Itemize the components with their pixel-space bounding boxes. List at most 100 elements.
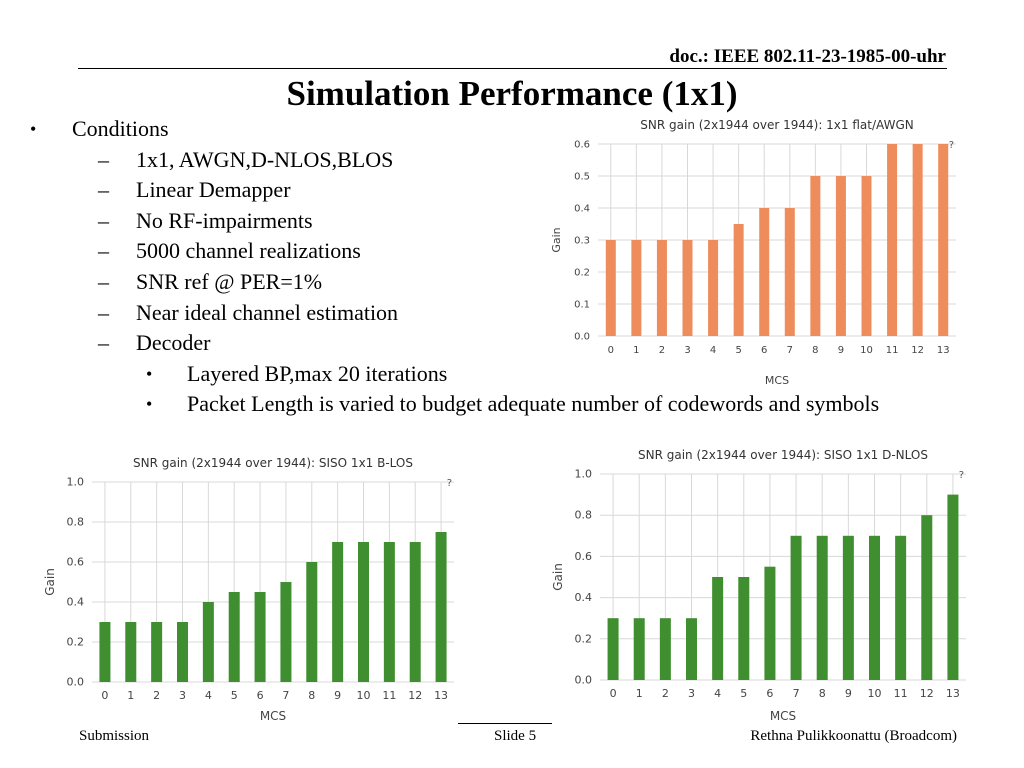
x-tick-label: 8 [812, 345, 818, 356]
list-item: – Decoder [30, 328, 960, 359]
bullet-marker: • [30, 119, 37, 139]
bullet-conditions: • Conditions [30, 114, 960, 145]
bar [177, 622, 188, 682]
x-tick-label: 1 [127, 689, 134, 702]
dash-marker: – [98, 330, 109, 356]
bar [605, 240, 616, 336]
chart-awgn: 0.0 0.1 0.2 0.3 0.4 0.5 0.6 0 1 2 3 4 5 6 7 8 9 10 11 12 13 S… [546, 112, 976, 392]
x-tick-label: 7 [282, 689, 289, 702]
x-axis-label: MCS [260, 709, 286, 723]
sub-list-item-text: Packet Length is varied to budget adequa… [187, 391, 880, 417]
x-tick-label: 3 [688, 687, 695, 700]
x-tick-label: 13 [434, 689, 448, 702]
bar [332, 542, 344, 682]
bullet-marker: • [146, 394, 153, 415]
bar [306, 562, 318, 682]
bar [656, 240, 667, 336]
sub-list-item: • Packet Length is varied to budget adequ… [30, 389, 960, 420]
bar [810, 176, 821, 336]
x-tick-label: 10 [868, 687, 882, 700]
bar [682, 240, 693, 336]
x-tick-label: 11 [382, 689, 396, 702]
x-tick-label: 13 [946, 687, 960, 700]
y-tick-label: 0.4 [575, 591, 593, 604]
chart-title: SNR gain (2x1944 over 1944): 1x1 flat/AW… [640, 118, 913, 132]
x-tick-label: 0 [608, 345, 614, 356]
bar [733, 224, 744, 336]
bullet-text: Conditions [72, 116, 169, 141]
header-rule [78, 68, 947, 69]
y-tick-label: 0.0 [67, 676, 85, 689]
dash-marker: – [98, 299, 109, 325]
x-tick-label: 9 [845, 687, 852, 700]
x-tick-label: 5 [231, 689, 238, 702]
list-item-text: Near ideal channel estimation [136, 299, 399, 325]
y-tick-label: 1.0 [575, 468, 593, 481]
dash-marker: – [98, 238, 109, 264]
bar [99, 622, 111, 682]
help-icon[interactable]: ? [949, 140, 954, 151]
y-tick-label: 0.2 [574, 268, 590, 279]
bar [784, 208, 795, 336]
chart-dnlos: 0.0 0.2 0.4 0.6 0.8 1.0 0 1 2 3 4 5 6 7 8 9 10 11 12 13 SNR … [548, 442, 972, 728]
list-item-text: Decoder [136, 330, 211, 356]
x-tick-label: 13 [937, 345, 950, 356]
sub-list-item-text: Layered BP,max 20 iterations [187, 360, 448, 386]
x-tick-label: 2 [153, 689, 160, 702]
bar [764, 566, 776, 680]
list-item-text: 5000 channel realizations [136, 238, 361, 264]
footer-submission: Submission [79, 728, 150, 744]
x-tick-label: 0 [101, 689, 108, 702]
x-tick-label: 0 [610, 687, 617, 700]
chart-title: SNR gain (2x1944 over 1944): SISO 1x1 B-… [133, 456, 413, 470]
bar [125, 622, 137, 682]
bar [842, 535, 854, 680]
x-tick-label: 5 [740, 687, 747, 700]
x-tick-label: 6 [761, 345, 767, 356]
chart-svg: 0.00.20.40.60.81.00 1 2 3 4 5 6 7 8 9 10 11 12 13SNR … [551, 448, 966, 723]
y-tick-label: 0.4 [67, 596, 85, 609]
help-icon[interactable]: ? [447, 478, 452, 489]
dash-marker: – [98, 146, 109, 172]
slide-title: Simulation Performance (1x1) [286, 74, 738, 113]
x-tick-label: 6 [257, 689, 264, 702]
bar [659, 618, 671, 680]
x-tick-label: 11 [886, 345, 899, 356]
bar [280, 582, 292, 682]
bar [409, 542, 421, 682]
bar [895, 535, 907, 680]
y-tick-label: 0.3 [574, 236, 590, 247]
chart-svg: 0.00.10.20.30.40.50.60 1 2 3 4 5 6 7 8 9 10 11 12 13S… [550, 118, 956, 387]
x-tick-label: 12 [911, 345, 924, 356]
x-tick-label: 2 [662, 687, 669, 700]
y-tick-label: 0.5 [574, 172, 590, 183]
bar [254, 592, 266, 682]
doc-id: doc.: IEEE 802.11-23-1985-00-uhr [669, 46, 946, 67]
bar [938, 144, 949, 336]
y-tick-label: 0.8 [67, 516, 85, 529]
bar [869, 535, 880, 680]
list-item: – No RF-impairments [30, 206, 960, 237]
x-tick-label: 9 [334, 689, 341, 702]
y-axis-label: Gain [551, 563, 565, 591]
bar [435, 532, 447, 682]
help-icon[interactable]: ? [959, 470, 964, 481]
chart-svg: 0.00.20.40.60.81.00 1 2 3 4 5 6 7 8 9 10 11 12 13SNR … [43, 456, 454, 723]
plot-area [92, 482, 454, 682]
y-axis-label: Gain [43, 568, 57, 596]
x-tick-label: 5 [735, 345, 741, 356]
x-tick-label: 1 [633, 345, 639, 356]
bullet-marker: • [146, 363, 153, 384]
x-tick-label: 10 [357, 689, 371, 702]
x-tick-label: 9 [838, 345, 844, 356]
y-tick-label: 0.1 [574, 300, 590, 311]
x-axis-label: MCS [765, 374, 789, 387]
bar [631, 240, 642, 336]
x-tick-label: 1 [636, 687, 643, 700]
bar [383, 542, 395, 682]
y-tick-label: 0.4 [574, 204, 590, 215]
footer-rule [458, 723, 552, 724]
y-tick-label: 0.6 [574, 140, 590, 151]
x-tick-label: 6 [766, 687, 773, 700]
x-tick-label: 4 [710, 345, 716, 356]
